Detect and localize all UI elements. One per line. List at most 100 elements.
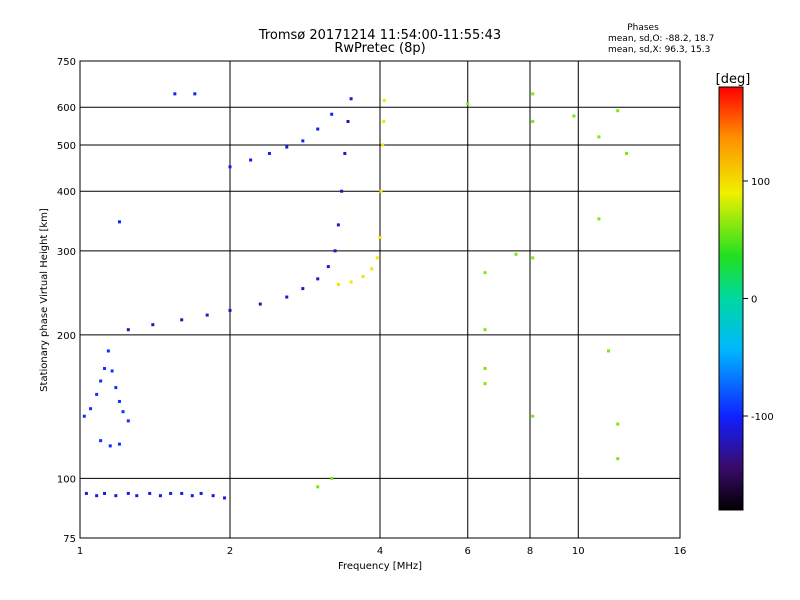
echo-point <box>531 414 535 418</box>
echo-point <box>326 265 330 269</box>
echo-point <box>379 189 383 193</box>
echo-point <box>531 92 535 96</box>
echo-point <box>616 422 620 426</box>
echo-point <box>99 439 103 443</box>
echo-point <box>151 323 155 327</box>
echo-point <box>169 491 173 495</box>
x-tick-label: 8 <box>527 546 533 557</box>
echo-point <box>346 120 350 124</box>
echo-point <box>343 151 347 155</box>
echo-point <box>301 139 305 143</box>
echo-point <box>349 280 353 284</box>
echo-point <box>572 114 576 118</box>
echo-point <box>228 308 232 312</box>
echo-point <box>258 302 262 306</box>
echo-point <box>597 217 601 221</box>
echo-point <box>531 120 535 124</box>
echo-point <box>336 282 340 286</box>
colorbar <box>718 86 744 511</box>
phase-info-title: Phases <box>627 23 659 33</box>
colorbar-tick-label: 100 <box>751 177 770 188</box>
echo-point <box>82 414 86 418</box>
x-tick-label: 4 <box>377 546 383 557</box>
grid-lines <box>80 61 680 538</box>
echo-point <box>228 165 232 169</box>
echo-point <box>361 275 365 279</box>
y-axis-ticks: 75 100 200 300 400 500 600 750 <box>57 57 76 545</box>
x-tick-label: 10 <box>572 546 585 557</box>
echo-point <box>349 97 353 101</box>
chart-title: Tromsø 20171214 11:54:00-11:55:43 <box>258 28 501 43</box>
echo-point <box>316 485 320 489</box>
echo-point <box>382 120 386 124</box>
echo-points <box>82 92 629 500</box>
echo-point <box>285 295 289 299</box>
echo-point <box>336 223 340 227</box>
echo-point <box>285 145 289 149</box>
echo-point <box>316 127 320 131</box>
echo-point <box>95 392 99 396</box>
echo-point <box>89 407 93 411</box>
colorbar-tick-label: -100 <box>751 412 774 423</box>
echo-point <box>193 92 197 96</box>
echo-point <box>330 112 334 116</box>
echo-point <box>301 287 305 291</box>
echo-point <box>117 220 121 224</box>
echo-point <box>375 256 379 260</box>
x-tick-label: 1 <box>77 546 83 557</box>
y-tick-label: 100 <box>57 474 76 485</box>
echo-point <box>190 494 194 498</box>
echo-point <box>135 494 139 498</box>
echo-point <box>106 349 110 353</box>
echo-point <box>103 366 107 370</box>
echo-point <box>114 494 118 498</box>
x-tick-label: 2 <box>227 546 233 557</box>
echo-point <box>514 252 518 256</box>
echo-point <box>117 442 121 446</box>
echo-point <box>110 369 114 373</box>
y-axis-label: Stationary phase Virtual Height [km] <box>39 208 50 392</box>
echo-point <box>117 399 121 403</box>
colorbar-ticks: 100 0 -100 <box>743 177 774 423</box>
echo-point <box>126 419 130 423</box>
x-tick-label: 16 <box>674 546 687 557</box>
x-axis-ticks: 1 2 4 6 8 10 16 <box>77 546 687 557</box>
chart-subtitle: RwPretec (8p) <box>334 41 425 56</box>
echo-point <box>103 491 107 495</box>
colorbar-tick-label: 0 <box>751 295 757 306</box>
echo-point <box>199 491 203 495</box>
echo-point <box>483 328 487 332</box>
echo-point <box>381 143 385 147</box>
echo-point <box>483 382 487 386</box>
phase-info-o-mode: mean, sd,O: -88.2, 18.7 <box>608 34 714 44</box>
echo-point <box>382 98 386 102</box>
echo-point <box>121 410 125 414</box>
echo-point <box>126 491 130 495</box>
echo-point <box>158 494 162 498</box>
y-tick-label: 500 <box>57 141 76 152</box>
echo-point <box>483 271 487 275</box>
y-tick-label: 600 <box>57 103 76 114</box>
echo-point <box>330 476 334 480</box>
y-tick-label: 200 <box>57 331 76 342</box>
echo-point <box>223 496 227 500</box>
echo-point <box>108 444 112 448</box>
y-tick-label: 400 <box>57 187 76 198</box>
echo-point <box>597 135 601 139</box>
echo-point <box>84 491 88 495</box>
echo-point <box>114 386 118 390</box>
echo-point <box>616 457 620 461</box>
echo-point <box>625 151 629 155</box>
y-tick-label: 750 <box>57 57 76 68</box>
echo-point <box>370 267 374 271</box>
echo-point <box>211 494 215 498</box>
echo-point <box>483 366 487 370</box>
echo-point <box>333 249 337 253</box>
echo-point <box>249 158 253 162</box>
echo-point <box>205 313 209 317</box>
colorbar-label: [deg] <box>716 72 751 87</box>
x-tick-label: 6 <box>465 546 471 557</box>
echo-point <box>531 256 535 260</box>
y-tick-label: 300 <box>57 247 76 258</box>
